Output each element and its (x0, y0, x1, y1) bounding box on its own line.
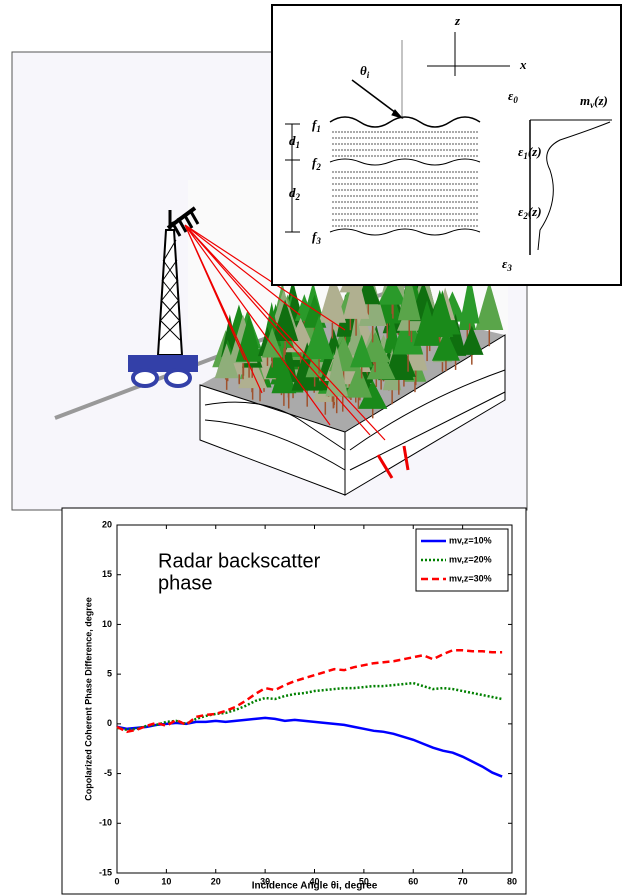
legend-label: mv,z=30% (449, 573, 492, 583)
tree (358, 380, 388, 409)
inset-label: z (454, 13, 461, 28)
label-sub: 1 (523, 151, 528, 161)
inset-label: d1 (289, 133, 300, 150)
y-tick-label: 15 (102, 569, 112, 579)
label-sub: 0 (513, 95, 518, 105)
radar-tower (128, 206, 200, 388)
tree (460, 325, 484, 355)
x-tick-label: 10 (161, 876, 171, 886)
inset-label: f3 (312, 229, 321, 246)
label-main: ε (518, 204, 524, 219)
inset-frame (271, 4, 622, 286)
y-tick-label: -10 (99, 818, 112, 828)
tree (271, 355, 297, 394)
tree (459, 272, 480, 324)
y-tick-label: 20 (102, 519, 112, 529)
tree (350, 334, 374, 368)
label-main: d (289, 133, 296, 148)
label-sub: 2 (522, 211, 528, 221)
inset-label: f2 (312, 155, 321, 172)
label-tail: (z) (528, 204, 542, 219)
x-tick-label: 50 (359, 876, 369, 886)
inset-label: ε3 (502, 256, 512, 273)
inset-label: ε2(z) (518, 204, 542, 221)
x-axis-label: Incidence Angle θi, degree (252, 881, 378, 892)
inset-label: mv(z) (580, 93, 608, 110)
label-tail: (z) (594, 93, 608, 108)
label-main: ε (508, 88, 514, 103)
x-tick-label: 30 (260, 876, 270, 886)
label-sub: v (590, 100, 595, 110)
annotation: Radar backscatter (158, 550, 321, 572)
tree (366, 348, 396, 380)
x-tick-label: 60 (408, 876, 418, 886)
x-tick-label: 0 (114, 876, 119, 886)
label-main: f (312, 155, 318, 170)
tree (413, 300, 441, 346)
label-main: d (289, 185, 296, 200)
legend-label: mv,z=10% (449, 535, 492, 545)
tree (285, 317, 317, 353)
label-main: f (312, 117, 318, 132)
label-main: z (454, 13, 461, 28)
tree (342, 268, 370, 319)
tree (261, 327, 283, 358)
tree (304, 315, 335, 360)
label-sub: 2 (295, 192, 301, 202)
ground-side (344, 334, 506, 496)
label-main: ε (518, 144, 524, 159)
tree (397, 272, 421, 321)
y-tick-label: 5 (107, 669, 112, 679)
inset-label: ε1(z) (518, 144, 542, 161)
inset-label: f1 (312, 117, 321, 134)
label-main: x (519, 57, 527, 72)
tree (377, 276, 407, 305)
x-tick-label: 20 (211, 876, 221, 886)
label-main: ε (502, 256, 508, 271)
tree (344, 363, 373, 398)
tree (383, 335, 414, 380)
label-main: m (580, 93, 590, 108)
tree (475, 281, 504, 330)
inset-label: d2 (289, 185, 301, 202)
label-sub: 3 (506, 263, 512, 273)
annotation: phase (158, 572, 213, 594)
label-main: f (312, 229, 318, 244)
legend-label: mv,z=20% (449, 554, 492, 564)
tree (214, 343, 239, 379)
inset-drawing (285, 32, 612, 255)
chart: -15 -10 -5 0 5 10 15 20 0 10 20 30 40 50 60 70 80 Inciden… (83, 519, 517, 891)
inset-label: ε0 (508, 88, 518, 105)
label-sub: i (367, 70, 370, 80)
soil-layers (204, 369, 506, 471)
y-tick-label: 0 (107, 718, 112, 728)
tree (431, 329, 460, 361)
radar-rays (184, 224, 410, 479)
x-tick-label: 40 (309, 876, 319, 886)
tree (325, 345, 348, 397)
label-sub: 1 (316, 124, 321, 134)
inset-label: x (519, 57, 527, 72)
tree (318, 275, 347, 323)
label-tail: (z) (528, 144, 542, 159)
y-tick-label: -5 (104, 768, 112, 778)
x-tick-label: 70 (458, 876, 468, 886)
label-sub: 3 (315, 236, 321, 246)
label-sub: 1 (296, 140, 301, 150)
y-tick-label: 10 (102, 619, 112, 629)
legend-box (415, 528, 509, 592)
x-tick-label: 80 (507, 876, 517, 886)
series-line (116, 649, 503, 734)
label-sub: 2 (315, 162, 321, 172)
inset-label: θi (360, 63, 370, 80)
label-main: θ (360, 63, 367, 78)
y-tick-label: -15 (99, 867, 112, 877)
y-axis-label: Copolarized Coherent Phase Difference, d… (83, 597, 93, 801)
